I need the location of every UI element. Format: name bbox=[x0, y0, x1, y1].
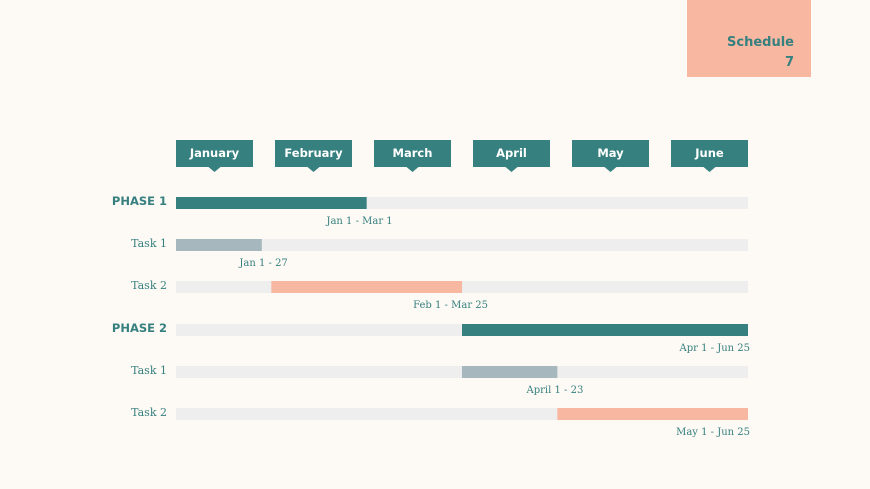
month-label-march: March bbox=[393, 146, 433, 160]
date-range-label: Apr 1 - Jun 25 bbox=[679, 343, 750, 354]
task-label: Task 1 bbox=[131, 237, 167, 250]
gantt-bar bbox=[176, 197, 367, 209]
gantt-bar bbox=[176, 239, 262, 251]
date-range-label: Jan 1 - 27 bbox=[238, 258, 287, 269]
date-range-label: May 1 - Jun 25 bbox=[676, 427, 750, 438]
gantt-bar bbox=[557, 408, 748, 420]
month-label-january: January bbox=[189, 146, 240, 160]
phase-label: PHASE 2 bbox=[112, 321, 167, 335]
month-flag-june bbox=[671, 140, 748, 172]
month-label-february: February bbox=[284, 146, 343, 160]
month-label-may: May bbox=[597, 146, 624, 160]
badge-number: 7 bbox=[784, 55, 794, 70]
date-range-label: April 1 - 23 bbox=[526, 385, 584, 396]
month-label-april: April bbox=[496, 146, 527, 160]
month-flag-april bbox=[473, 140, 550, 172]
month-flag-february bbox=[275, 140, 352, 172]
gantt-bar bbox=[462, 366, 558, 378]
month-flag-may bbox=[572, 140, 649, 172]
task-label: Task 1 bbox=[131, 364, 167, 377]
gantt-bar bbox=[271, 281, 462, 293]
schedule-badge: Schedule 7 bbox=[687, 0, 811, 77]
badge-title: Schedule bbox=[727, 35, 794, 50]
month-label-june: June bbox=[694, 146, 724, 160]
row-track bbox=[176, 239, 748, 251]
month-flag-march bbox=[374, 140, 451, 172]
date-range-label: Jan 1 - Mar 1 bbox=[325, 216, 392, 227]
gantt-bar bbox=[462, 324, 748, 336]
month-flag-january bbox=[176, 140, 253, 172]
task-label: Task 2 bbox=[131, 279, 167, 292]
task-label: Task 2 bbox=[131, 406, 167, 419]
date-range-label: Feb 1 - Mar 25 bbox=[413, 300, 488, 311]
phase-label: PHASE 1 bbox=[112, 194, 167, 208]
